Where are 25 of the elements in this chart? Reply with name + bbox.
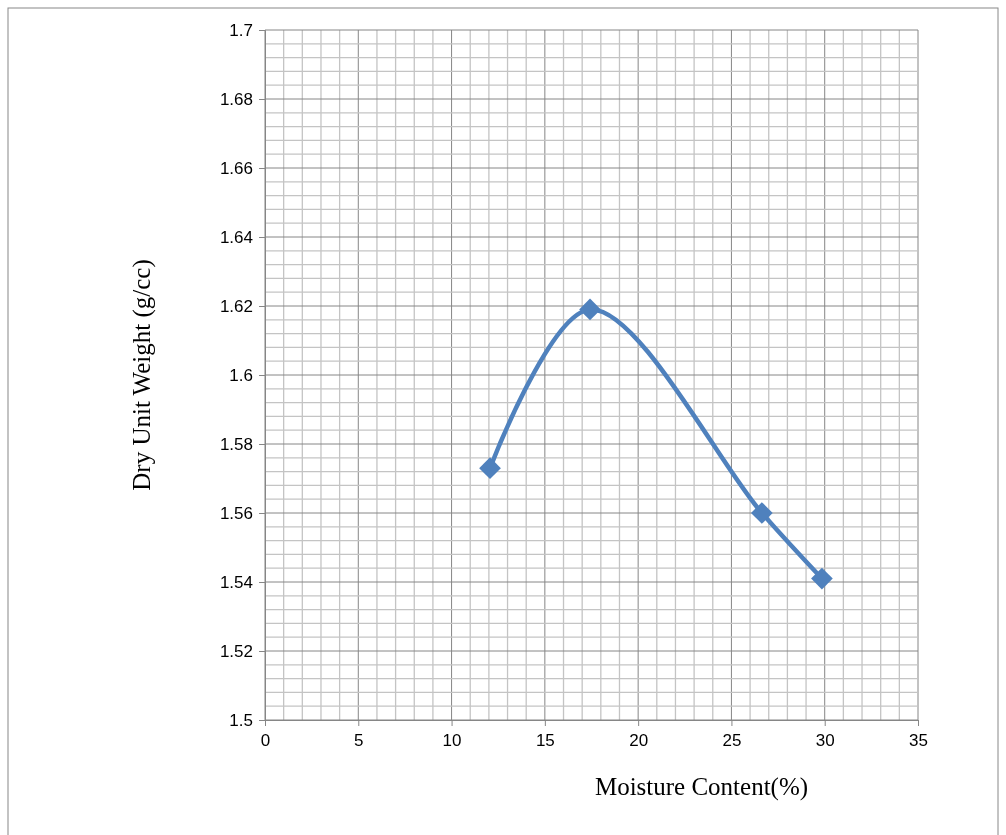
y-tick-label: 1.7: [229, 20, 253, 40]
y-tick-label: 1.56: [219, 503, 253, 523]
y-tick-label: 1.66: [219, 158, 253, 178]
point: [750, 502, 773, 524]
y-tick-label: 1.6: [229, 365, 253, 385]
y-tick-label: 1.5: [229, 710, 253, 730]
y-tick-label: 1.64: [219, 227, 253, 247]
point: [811, 567, 833, 590]
x-tick-label: 10: [442, 731, 462, 751]
y-axis-title: Dry Unit Weight (g/cc): [128, 259, 156, 491]
y-tick-label: 1.52: [219, 641, 253, 661]
x-tick-label: 20: [629, 731, 649, 751]
point: [579, 298, 601, 321]
x-tick-label: 0: [260, 731, 271, 751]
x-axis-title: Moisture Content(%): [594, 773, 809, 801]
x-tick-label: 35: [909, 731, 928, 751]
x-tick-label: 5: [354, 731, 364, 751]
point: [479, 457, 501, 479]
y-tick-label: 1.54: [219, 572, 253, 592]
x-tick-label: 25: [722, 731, 742, 751]
x-tick-label: 30: [815, 731, 835, 751]
x-tick-label: 15: [535, 731, 555, 751]
y-tick-label: 1.58: [219, 434, 253, 454]
y-tick-label: 1.62: [219, 296, 253, 316]
y-tick-label: 1.68: [219, 89, 253, 109]
